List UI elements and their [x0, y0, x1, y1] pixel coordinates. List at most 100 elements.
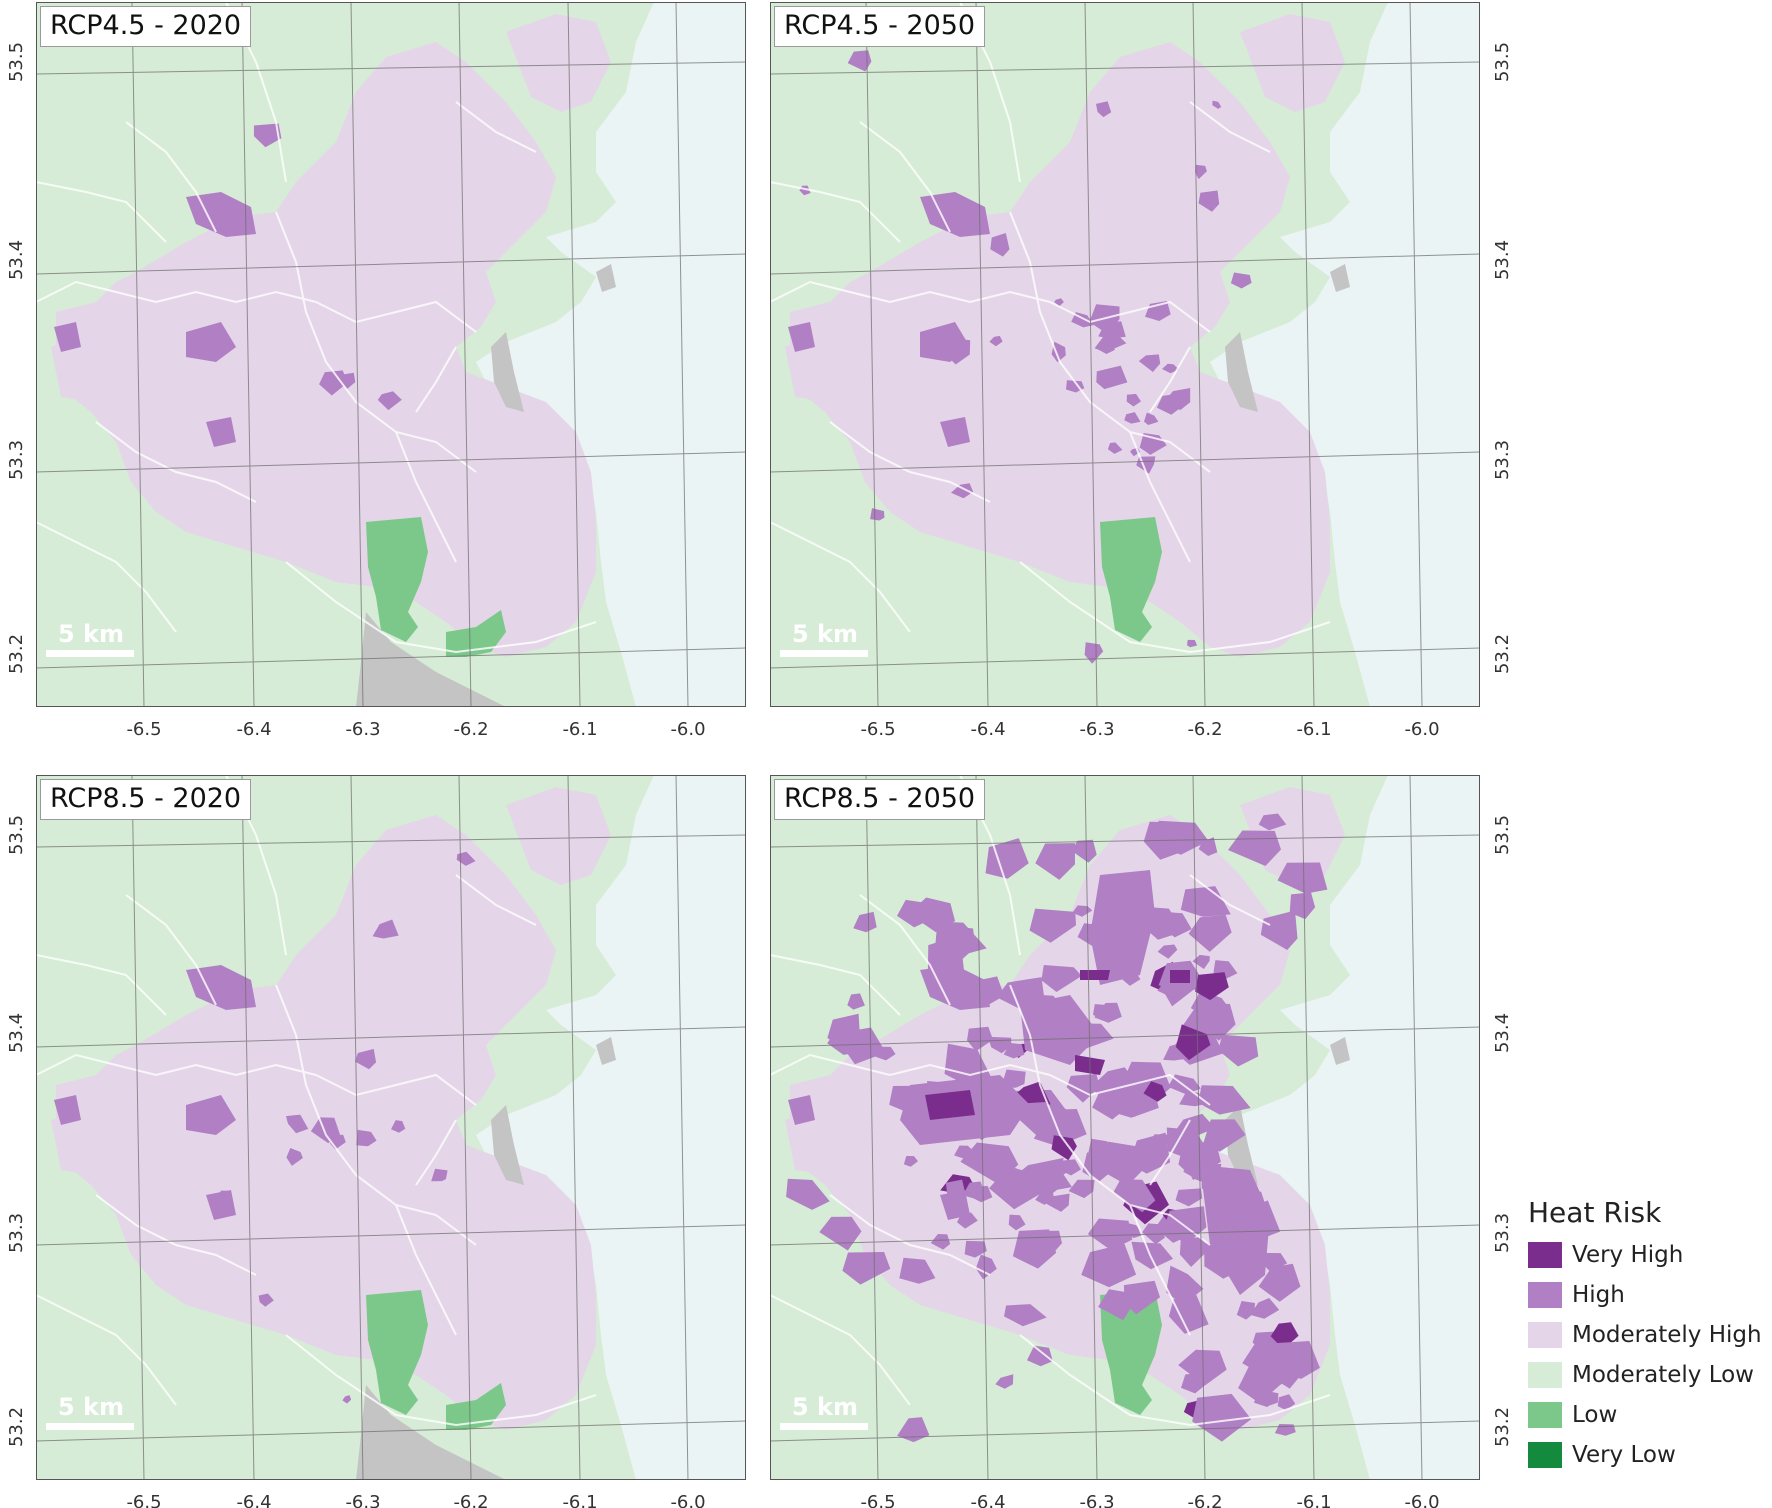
longitude-tick-label: -6.4 [236, 719, 271, 740]
high-risk-patch [1175, 1188, 1203, 1207]
high-risk-patch [1096, 365, 1128, 390]
high-risk-patch [286, 1114, 309, 1134]
low-risk-park [366, 517, 428, 642]
scale-bar-label: 5 km [792, 1393, 858, 1421]
high-risk-patch [286, 1148, 303, 1166]
latitude-tick-label: 53.2 [6, 1407, 27, 1447]
very-high-risk-patch [1270, 1322, 1299, 1350]
high-risk-patch [1096, 101, 1112, 118]
legend-swatch [1528, 1442, 1562, 1468]
admin-boundary-line [285, 1334, 597, 1427]
longitude-tick-label: -6.2 [453, 1492, 488, 1508]
low-risk-park-south [446, 610, 506, 657]
meridian-line [1301, 775, 1315, 1480]
graticule [36, 775, 746, 1480]
high-risk-patch [328, 1134, 346, 1150]
high-risk-patch [1165, 388, 1191, 411]
scale-bar-label: 5 km [792, 620, 858, 648]
high-risk-patch [1257, 1389, 1279, 1406]
high-risk-patch [1071, 839, 1097, 863]
latitude-tick-label: 53.3 [1492, 1213, 1513, 1253]
high-risk-patch [1041, 965, 1082, 992]
high-risk-patch [1195, 164, 1207, 180]
high-risk-patch [819, 1216, 862, 1251]
parallel-line [770, 451, 1480, 473]
legend-swatch [1528, 1282, 1562, 1308]
high-risk-patch [930, 1234, 951, 1250]
meridian-line [458, 2, 472, 707]
high-risk-patch [944, 1043, 991, 1087]
high-risk-patch [456, 851, 476, 866]
map-panel-rcp45-2050: 5 km RCP4.5 - 2050 [770, 2, 1480, 707]
high-risk-patch [962, 1181, 984, 1199]
map-panel-rcp85-2020: 5 km RCP8.5 - 2020 [36, 775, 746, 1480]
graticule [770, 2, 1480, 707]
parallel-line [770, 647, 1480, 669]
high-risk-patch [391, 1120, 406, 1133]
high-risk-patch [355, 1048, 377, 1070]
high-risk-patch [1218, 1034, 1259, 1067]
scale-bar [780, 1423, 868, 1430]
legend-item-very-high: Very High [1528, 1235, 1768, 1275]
legend-label: High [1572, 1282, 1625, 1308]
admin-boundary-line [1189, 101, 1271, 153]
map-canvas: 5 km [770, 2, 1480, 707]
high-risk-patch [1200, 1165, 1270, 1295]
meridian-line [975, 2, 989, 707]
longitude-tick-label: -6.0 [670, 719, 705, 740]
panel-title: RCP4.5 - 2050 [774, 6, 986, 47]
high-risk-patch [1054, 298, 1064, 307]
high-risk-patch [377, 391, 402, 411]
no-data-spot [596, 264, 616, 292]
parallel-line [36, 253, 746, 275]
admin-boundary-line [315, 300, 477, 333]
meridian-line [865, 775, 879, 1480]
high-risk-patch [897, 1417, 930, 1443]
admin-boundary-line [1019, 561, 1331, 654]
high-risk-patch [853, 911, 877, 933]
longitude-tick-label: -6.1 [1296, 1492, 1331, 1508]
meridian-line [458, 775, 472, 1480]
high-risk-patch [975, 1254, 997, 1280]
legend-item-low: Low [1528, 1395, 1768, 1435]
meridian-line [350, 2, 364, 707]
admin-boundary-line [770, 280, 1051, 304]
meridian-line [241, 775, 255, 1480]
moderately-high-north-area [506, 787, 611, 885]
high-risk-patch [1012, 1229, 1057, 1269]
high-risk-patches [54, 123, 402, 447]
meridian-line [865, 2, 879, 707]
high-risk-patch [989, 335, 1003, 347]
high-risk-patch [186, 965, 256, 1010]
admin-boundary-line [1009, 984, 1211, 1246]
meridian-line [1084, 2, 1098, 707]
high-risk-patch [1168, 1295, 1209, 1334]
high-risk-patch [1277, 862, 1328, 894]
admin-boundary-line [95, 1194, 257, 1276]
admin-boundary-line [1129, 431, 1191, 563]
moderately-high-urban-area [56, 42, 596, 657]
very-high-risk-patch [1051, 1135, 1077, 1161]
high-risk-patch [54, 1095, 81, 1125]
high-risk-patch [954, 1145, 977, 1160]
map-frame [770, 2, 1480, 707]
high-risk-patch [1276, 1341, 1320, 1379]
high-risk-patch [990, 233, 1010, 257]
latitude-tick-label: 53.2 [1492, 1407, 1513, 1447]
meridian-line [567, 2, 581, 707]
map-panel-rcp45-2020: 5 km RCP4.5 - 2020 [36, 2, 746, 707]
high-risk-patch [342, 1395, 352, 1404]
high-risk-patch [1098, 1289, 1134, 1321]
longitude-tick-label: -6.4 [236, 1492, 271, 1508]
high-risk-patch [995, 1374, 1014, 1389]
parallel-line [36, 647, 746, 669]
latitude-tick-label: 53.4 [1492, 240, 1513, 280]
high-risk-patch [1201, 1404, 1222, 1420]
graticule [36, 2, 746, 707]
parallel-line [770, 1420, 1480, 1442]
legend-title: Heat Risk [1528, 1196, 1662, 1229]
scale-bar-label: 5 km [58, 620, 124, 648]
high-risk-patch [1058, 1159, 1081, 1176]
low-risk-park-south [446, 1383, 506, 1430]
legend-swatch [1528, 1242, 1562, 1268]
